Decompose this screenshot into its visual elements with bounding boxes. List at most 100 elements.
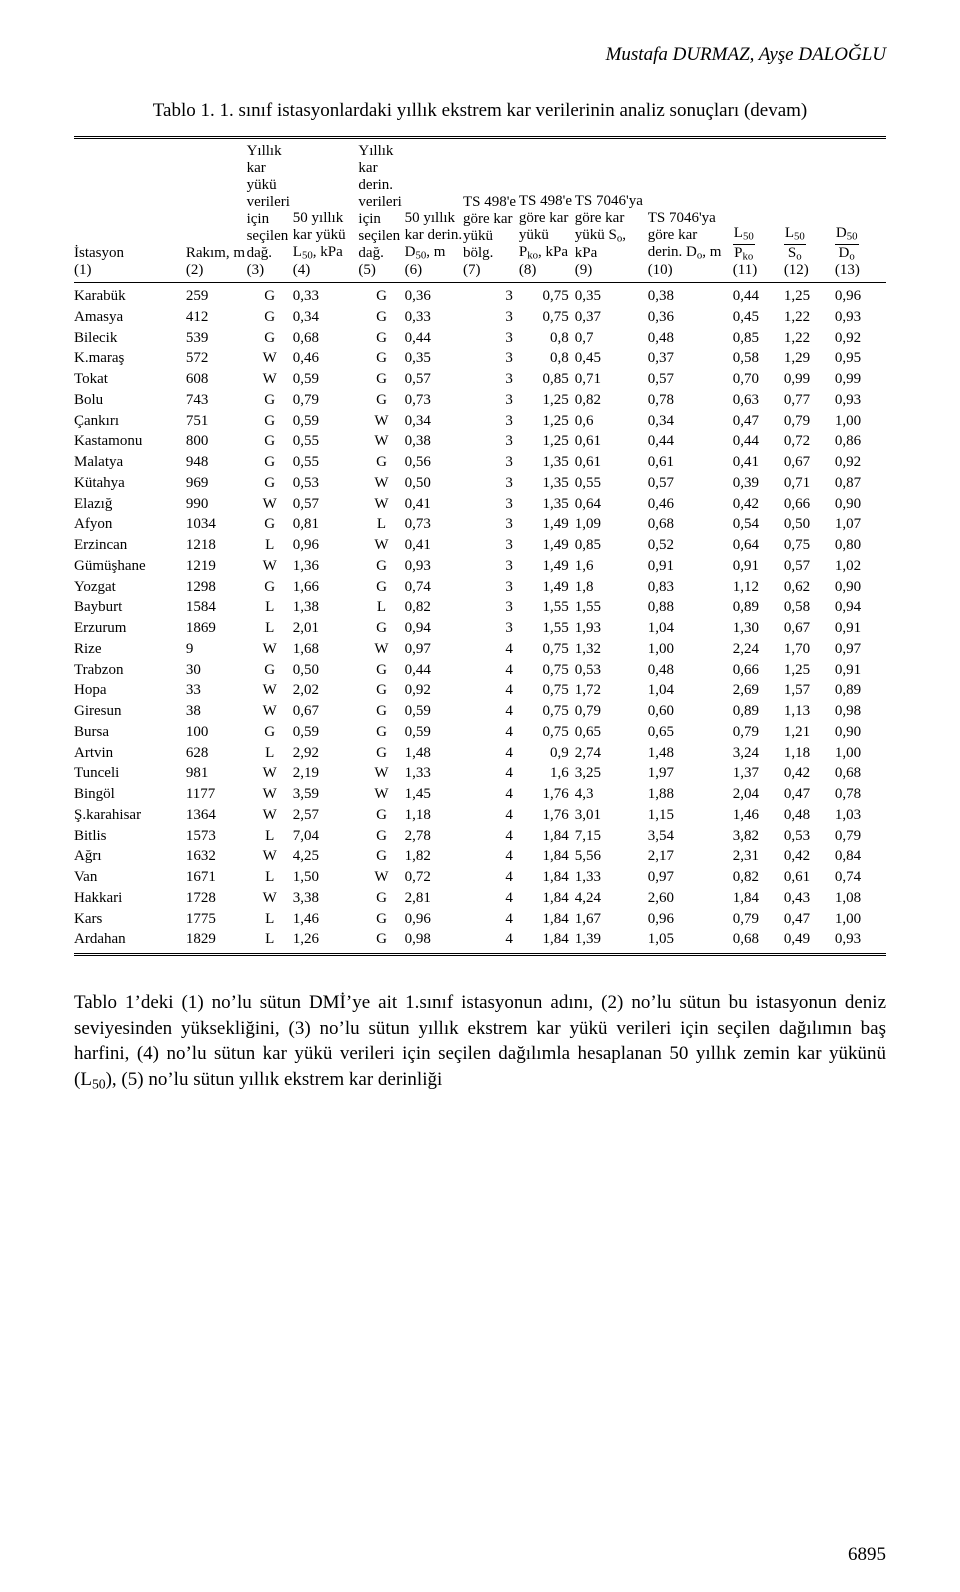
table-cell: 0,52: [648, 535, 733, 556]
table-cell: 3,38: [293, 888, 359, 909]
table-cell: 0,45: [575, 348, 648, 369]
table-cell: 4: [463, 743, 519, 764]
table-cell: G: [358, 660, 404, 681]
table-cell: 948: [186, 452, 247, 473]
table-head: İstasyon Rakım, m Yıllık kar yükü verile…: [74, 138, 886, 283]
table-cell: G: [358, 929, 404, 954]
table-cell: 0,42: [784, 846, 835, 867]
table-cell: 0,87: [835, 473, 886, 494]
table-cell: Hakkari: [74, 888, 186, 909]
table-cell: 1,88: [648, 784, 733, 805]
table-cell: G: [358, 722, 404, 743]
table-cell: 1,50: [293, 867, 359, 888]
table-cell: 0,57: [648, 473, 733, 494]
table-cell: 0,98: [835, 701, 886, 722]
col-num: (13): [835, 262, 886, 283]
table-cell: 628: [186, 743, 247, 764]
table-cell: Bayburt: [74, 597, 186, 618]
table-cell: 1,70: [784, 639, 835, 660]
table-cell: 0,63: [733, 390, 784, 411]
table-cell: G: [247, 307, 293, 328]
table-cell: W: [358, 535, 404, 556]
table-cell: Malatya: [74, 452, 186, 473]
table-cell: 0,75: [519, 639, 575, 660]
table-cell: 0,44: [648, 431, 733, 452]
table-row: K.maraş572W0,46G0,3530,80,450,370,581,29…: [74, 348, 886, 369]
table-cell: 0,79: [835, 826, 886, 847]
table-cell: 1,15: [648, 805, 733, 826]
table-cell: W: [247, 701, 293, 722]
table-cell: Rize: [74, 639, 186, 660]
table-cell: L: [247, 743, 293, 764]
table-cell: 3: [463, 514, 519, 535]
table-cell: 4: [463, 805, 519, 826]
page-number: 6895: [848, 1544, 886, 1566]
table-cell: 0,75: [519, 722, 575, 743]
col-num: (11): [733, 262, 784, 283]
table-cell: 1,84: [519, 909, 575, 930]
table-cell: L: [358, 597, 404, 618]
table-cell: 0,50: [293, 660, 359, 681]
table-cell: 3: [463, 597, 519, 618]
table-cell: 1,36: [293, 556, 359, 577]
table-cell: 3: [463, 535, 519, 556]
table-cell: 0,84: [835, 846, 886, 867]
table-cell: 1,00: [648, 639, 733, 660]
col-number-row: (1) (2) (3) (4) (5) (6) (7) (8) (9) (10)…: [74, 262, 886, 283]
table-cell: Kütahya: [74, 473, 186, 494]
table-cell: 4,25: [293, 846, 359, 867]
table-cell: 608: [186, 369, 247, 390]
table-cell: 0,91: [835, 660, 886, 681]
table-cell: 751: [186, 411, 247, 432]
table-cell: 0,61: [784, 867, 835, 888]
table-cell: 1,39: [575, 929, 648, 954]
col-header-6: 50 yıllık kar derin. D50, m: [405, 138, 463, 263]
table-cell: 30: [186, 660, 247, 681]
table-row: Kars1775L1,46G0,9641,841,670,960,790,471…: [74, 909, 886, 930]
table-cell: Kastamonu: [74, 431, 186, 452]
table-cell: 0,70: [733, 369, 784, 390]
table-cell: 0,53: [575, 660, 648, 681]
table-cell: 0,36: [648, 307, 733, 328]
table-cell: G: [247, 452, 293, 473]
table-cell: L: [247, 929, 293, 954]
table-cell: 0,65: [575, 722, 648, 743]
table-cell: 0,79: [575, 701, 648, 722]
table-cell: 4: [463, 846, 519, 867]
table-cell: G: [247, 283, 293, 307]
table-cell: W: [247, 556, 293, 577]
table-cell: 2,60: [648, 888, 733, 909]
table-cell: 0,67: [784, 452, 835, 473]
table-cell: 0,34: [648, 411, 733, 432]
table-cell: 0,38: [648, 283, 733, 307]
table-cell: Elazığ: [74, 494, 186, 515]
table-cell: 4: [463, 701, 519, 722]
table-cell: 4: [463, 888, 519, 909]
table-cell: G: [358, 743, 404, 764]
table-cell: 2,81: [405, 888, 463, 909]
table-cell: G: [358, 390, 404, 411]
table-cell: 0,79: [733, 909, 784, 930]
table-cell: 0,34: [293, 307, 359, 328]
table-row: Bayburt1584L1,38L0,8231,551,550,880,890,…: [74, 597, 886, 618]
table-cell: 3: [463, 494, 519, 515]
table-cell: 1,84: [519, 888, 575, 909]
table-cell: G: [247, 411, 293, 432]
col-header-4: 50 yıllık kar yükü L50, kPa: [293, 138, 359, 263]
table-cell: G: [358, 805, 404, 826]
table-cell: 1034: [186, 514, 247, 535]
table-cell: G: [358, 328, 404, 349]
table-cell: 0,35: [405, 348, 463, 369]
table-cell: 1177: [186, 784, 247, 805]
table-cell: 1,04: [648, 618, 733, 639]
table-cell: 0,37: [575, 307, 648, 328]
col-num: (2): [186, 262, 247, 283]
table-row: Bingöl1177W3,59W1,4541,764,31,882,040,47…: [74, 784, 886, 805]
table-cell: 1,25: [784, 660, 835, 681]
table-row: Van1671L1,50W0,7241,841,330,970,820,610,…: [74, 867, 886, 888]
table-cell: 3: [463, 618, 519, 639]
table-cell: 1829: [186, 929, 247, 954]
table-cell: 3: [463, 348, 519, 369]
col-num: (7): [463, 262, 519, 283]
table-cell: W: [247, 784, 293, 805]
